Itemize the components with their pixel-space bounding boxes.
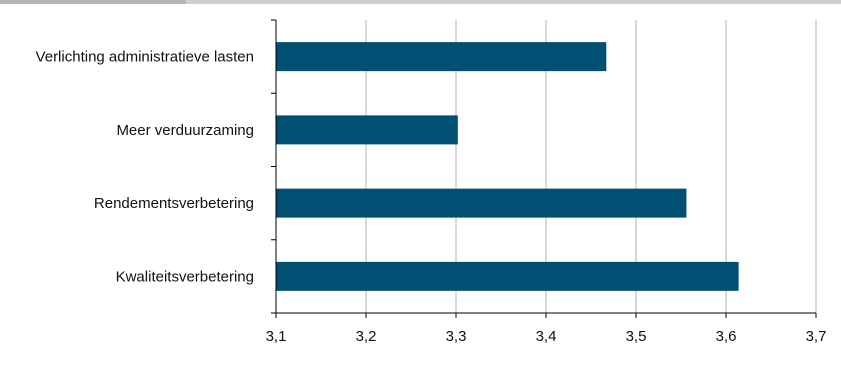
top-divider-accent: [0, 0, 186, 4]
x-tick-label-2: 3,3: [446, 328, 467, 345]
bar-4: [276, 261, 739, 291]
top-divider: [0, 0, 841, 4]
bar-1: [276, 42, 607, 72]
x-tick-label-6: 3,7: [806, 328, 827, 345]
category-label-3: Rendementsverbetering: [94, 195, 254, 212]
x-tick-label-1: 3,2: [356, 328, 377, 345]
bars: [276, 42, 739, 291]
tick-labels: 3,1 3,2 3,3 3,4 3,5 3,6 3,7: [266, 328, 827, 345]
bar-3: [276, 188, 687, 218]
bar-2: [276, 115, 458, 145]
category-labels: Verlichting administratieve lasten Meer v…: [36, 49, 254, 286]
axes: [271, 19, 817, 318]
x-tick-label-3: 3,4: [536, 328, 557, 345]
x-tick-label-5: 3,6: [716, 328, 737, 345]
category-label-4: Kwaliteitsverbetering: [116, 268, 254, 285]
category-label-2: Meer verduurzaming: [116, 122, 254, 139]
x-tick-label-4: 3,5: [626, 328, 647, 345]
x-tick-label-0: 3,1: [266, 328, 287, 345]
category-label-1: Verlichting administratieve lasten: [36, 49, 254, 66]
